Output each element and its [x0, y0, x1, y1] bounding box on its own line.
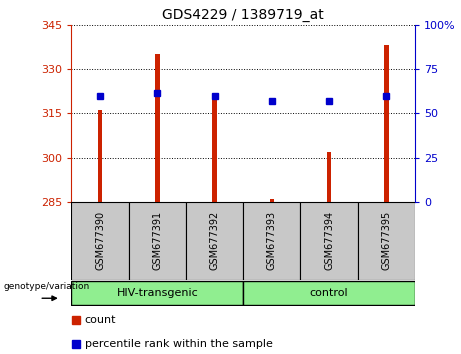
FancyBboxPatch shape: [243, 202, 301, 280]
Text: GSM677390: GSM677390: [95, 211, 105, 270]
Bar: [270, 199, 274, 202]
Text: control: control: [310, 288, 349, 298]
FancyBboxPatch shape: [301, 202, 358, 280]
Title: GDS4229 / 1389719_at: GDS4229 / 1389719_at: [162, 8, 324, 22]
Bar: [212, 98, 217, 202]
Text: count: count: [85, 315, 116, 325]
Text: GSM677392: GSM677392: [210, 211, 219, 270]
Bar: [155, 54, 160, 202]
Text: GSM677395: GSM677395: [381, 211, 391, 270]
Text: percentile rank within the sample: percentile rank within the sample: [85, 339, 272, 349]
Bar: [384, 45, 389, 202]
Text: GSM677391: GSM677391: [152, 211, 162, 270]
Text: genotype/variation: genotype/variation: [4, 282, 90, 291]
Bar: [98, 110, 102, 202]
FancyBboxPatch shape: [243, 281, 415, 305]
FancyBboxPatch shape: [71, 281, 243, 305]
FancyBboxPatch shape: [358, 202, 415, 280]
Bar: [327, 152, 331, 202]
FancyBboxPatch shape: [186, 202, 243, 280]
FancyBboxPatch shape: [129, 202, 186, 280]
Text: GSM677393: GSM677393: [267, 211, 277, 270]
FancyBboxPatch shape: [71, 202, 129, 280]
Text: HIV-transgenic: HIV-transgenic: [117, 288, 198, 298]
Text: GSM677394: GSM677394: [324, 211, 334, 270]
